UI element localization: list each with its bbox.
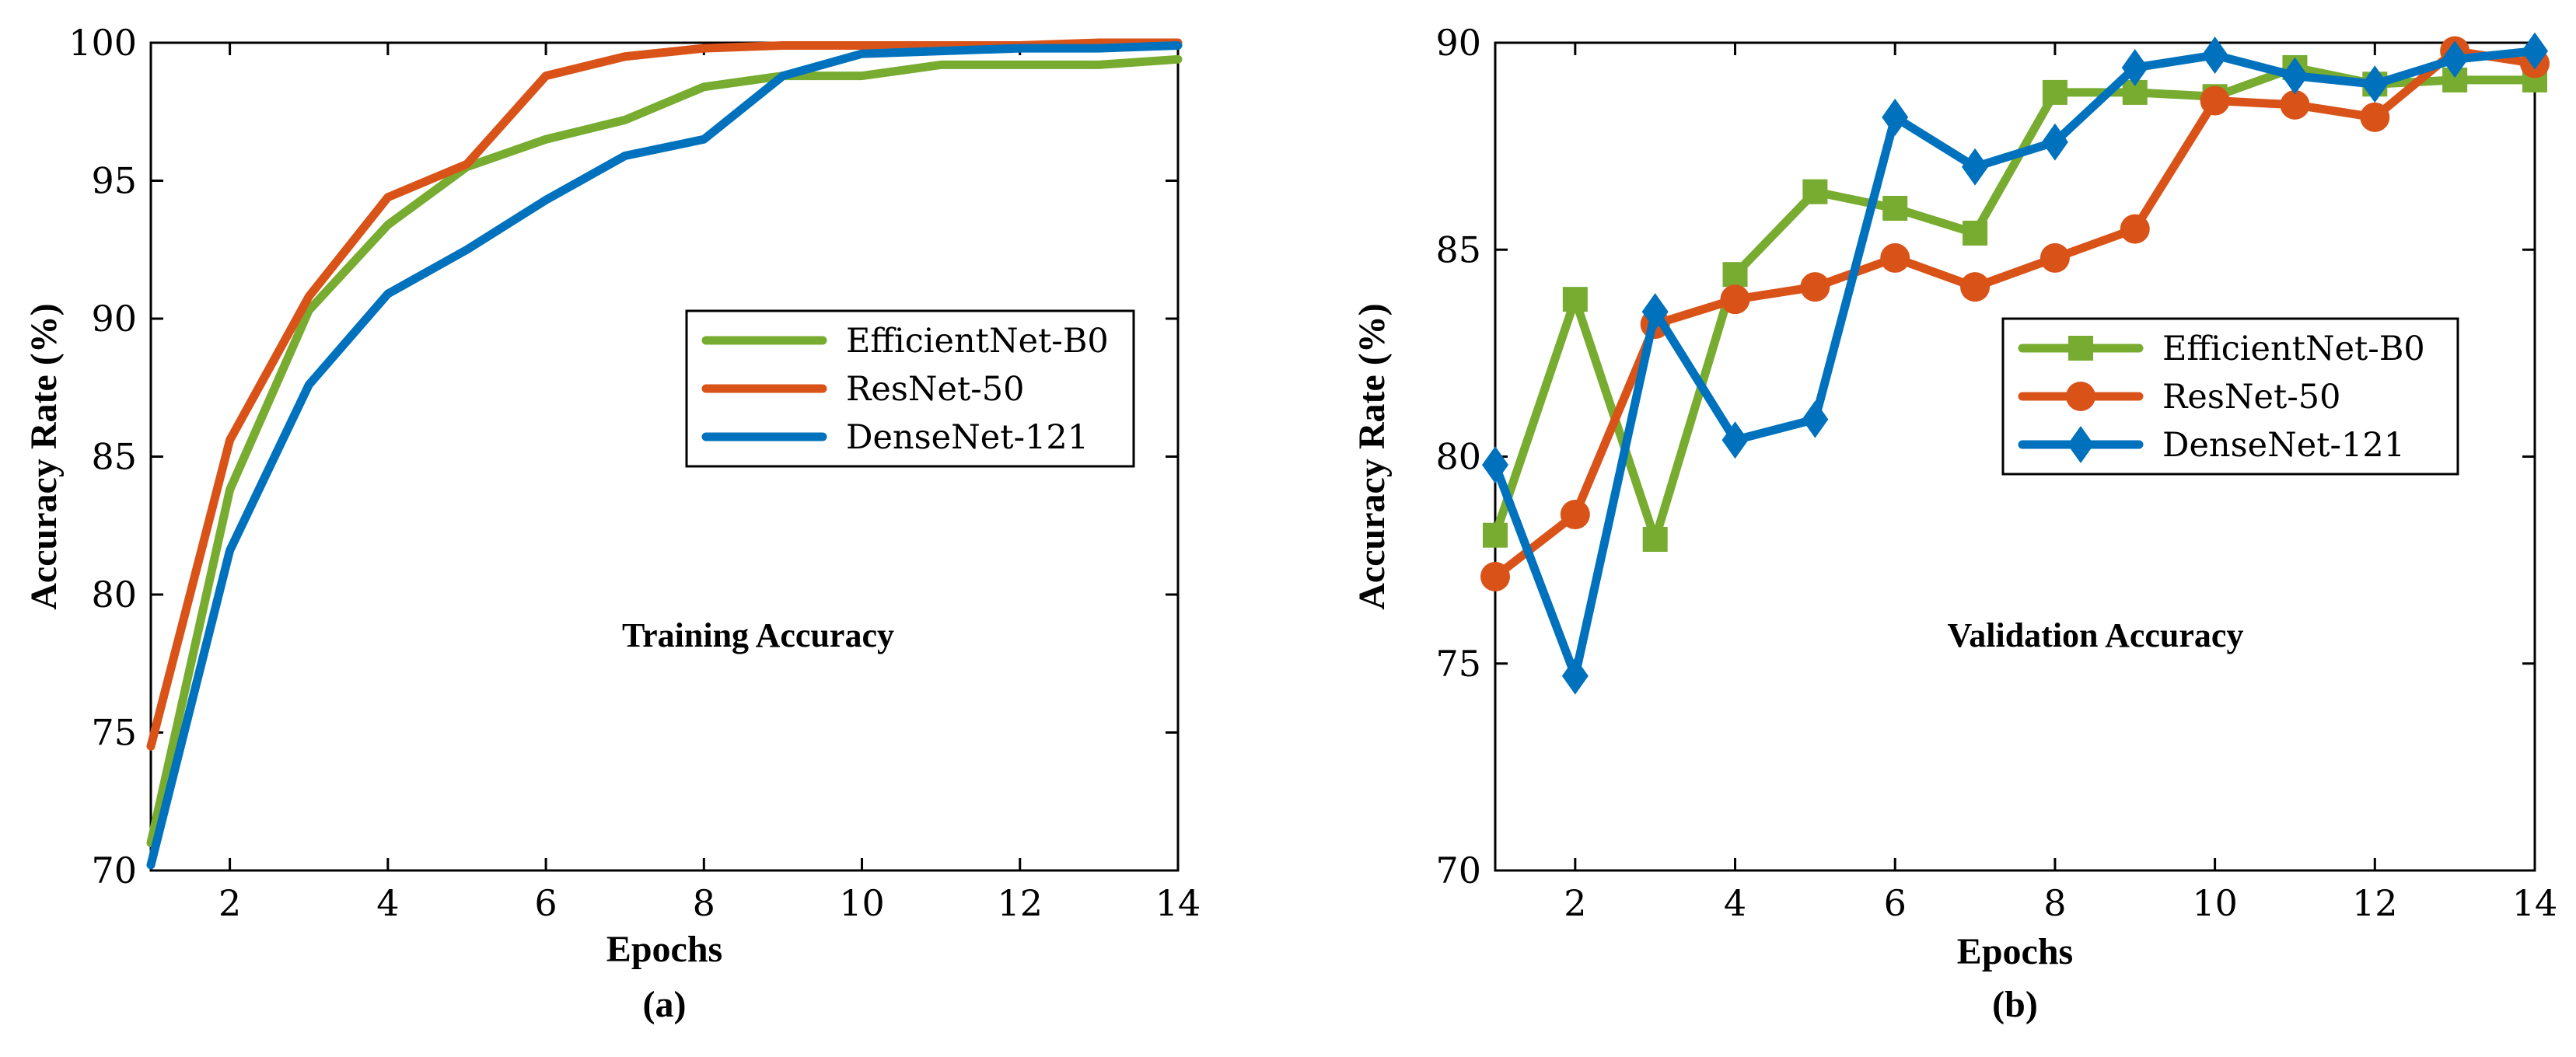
training-y-tick-label: 95 (91, 160, 137, 202)
validation-point-resnet-50 (2120, 214, 2150, 244)
training-x-tick-label: 6 (534, 882, 557, 924)
validation-legend-label-densenet-121: DenseNet-121 (2162, 426, 2405, 465)
validation-y-tick-label: 70 (1435, 849, 1481, 891)
validation-point-resnet-50 (1480, 561, 1510, 591)
training-y-tick-label: 70 (91, 849, 137, 891)
validation-point-densenet-121 (2281, 57, 2309, 95)
training-y-tick-label: 100 (68, 22, 137, 64)
validation-point-efficientnet-b0 (2042, 79, 2067, 105)
validation-point-densenet-121 (2121, 48, 2148, 86)
validation-point-densenet-121 (1482, 446, 1508, 484)
validation-point-resnet-50 (1880, 242, 1910, 273)
training-x-tick-label: 10 (839, 882, 885, 924)
validation-legend-label-efficientnet-b0: EfficientNet-B0 (2162, 330, 2425, 368)
validation-point-densenet-121 (1962, 148, 1989, 186)
training-y-tick-label: 90 (91, 298, 137, 340)
training-x-tick-label: 2 (218, 882, 241, 924)
training-x-tick-label: 14 (1155, 882, 1201, 924)
validation-y-axis-label: Accuracy Rate (%) (1351, 303, 1393, 610)
validation-point-resnet-50 (1960, 272, 1991, 302)
validation-series-densenet-121 (1482, 32, 2548, 695)
validation-point-densenet-121 (1561, 657, 1589, 695)
validation-x-axis-label: Epochs (1957, 931, 2073, 972)
validation-point-densenet-121 (2522, 32, 2548, 70)
validation-point-resnet-50 (1720, 284, 1750, 315)
validation-legend-label-resnet-50: ResNet-50 (2162, 378, 2341, 417)
validation-y-tick-label: 90 (1435, 22, 1481, 64)
training-series-densenet-121 (146, 41, 1183, 870)
training-y-tick-label: 80 (91, 574, 137, 616)
validation-legend: EfficientNet-B0 ResNet-50 DenseNet-121 (2001, 317, 2459, 476)
validation-x-tick-label: 2 (1564, 882, 1586, 924)
training-legend-label-resnet-50: ResNet-50 (846, 370, 1025, 409)
validation-point-resnet-50 (2280, 89, 2310, 120)
validation-point-densenet-121 (1882, 98, 1909, 136)
validation-point-densenet-121 (2201, 36, 2228, 74)
validation-accuracy-panel: 2 4 6 8 10 12 14 70 75 80 85 90 EfficientNet-B0 ResNe… (1351, 22, 2557, 1025)
training-x-axis-label: Epochs (606, 929, 722, 970)
training-panel-label: (a) (643, 984, 687, 1025)
validation-point-resnet-50 (1560, 500, 1590, 530)
training-legend-label-densenet-121: DenseNet-121 (846, 418, 1089, 457)
validation-x-tick-label: 10 (2192, 882, 2238, 924)
validation-point-resnet-50 (1800, 272, 1830, 302)
validation-x-tick-label: 6 (1884, 882, 1907, 924)
validation-x-tick-label: 12 (2352, 882, 2398, 924)
validation-point-efficientnet-b0 (1882, 196, 1908, 221)
validation-point-efficientnet-b0 (1483, 522, 1508, 548)
training-y-axis-label: Accuracy Rate (%) (23, 303, 65, 610)
validation-point-efficientnet-b0 (1562, 287, 1588, 312)
validation-legend-marker-efficientnet-b0 (2068, 336, 2093, 361)
validation-point-efficientnet-b0 (1802, 179, 1828, 204)
validation-y-tick-label: 80 (1435, 436, 1481, 478)
validation-point-efficientnet-b0 (1963, 220, 1988, 246)
training-x-tick-label: 12 (997, 882, 1043, 924)
validation-x-tick-label: 8 (2043, 882, 2066, 924)
validation-point-resnet-50 (2360, 102, 2390, 132)
training-line-efficientnet-b0 (146, 54, 1183, 847)
validation-chart-title: Validation Accuracy (1948, 616, 2244, 654)
validation-point-densenet-121 (2041, 123, 2068, 161)
validation-x-tick-label: 14 (2512, 882, 2558, 924)
validation-panel-label: (b) (1992, 984, 2038, 1025)
validation-y-tick-label: 85 (1435, 228, 1481, 270)
validation-point-densenet-121 (1641, 293, 1669, 331)
validation-legend-marker-resnet-50 (2066, 382, 2095, 411)
validation-legend-marker-densenet-121 (2067, 426, 2094, 463)
training-chart-title: Training Accuracy (622, 616, 894, 654)
training-x-tick-label: 8 (693, 882, 715, 924)
validation-point-densenet-121 (1802, 400, 1829, 438)
validation-point-resnet-50 (2200, 85, 2230, 116)
training-accuracy-panel: 2 4 6 8 10 12 14 70 75 80 85 90 95 100 EfficientNet-B0… (23, 22, 1201, 1025)
training-legend: EfficientNet-B0 ResNet-50 DenseNet-121 (685, 309, 1135, 468)
training-line-densenet-121 (146, 41, 1183, 870)
training-series-efficientnet-b0 (146, 54, 1183, 847)
validation-point-efficientnet-b0 (1722, 262, 1748, 288)
validation-y-tick-label: 75 (1435, 643, 1481, 685)
training-legend-label-efficientnet-b0: EfficientNet-B0 (846, 322, 1109, 361)
validation-line-densenet-121 (1491, 47, 2539, 681)
training-y-tick-label: 75 (91, 712, 137, 754)
validation-x-tick-label: 4 (1724, 882, 1746, 924)
validation-point-densenet-121 (1721, 421, 1749, 459)
validation-point-densenet-121 (2361, 65, 2389, 103)
training-y-tick-label: 85 (91, 436, 137, 478)
validation-point-efficientnet-b0 (1642, 527, 1668, 552)
validation-point-densenet-121 (2441, 40, 2469, 78)
validation-point-resnet-50 (2039, 242, 2070, 273)
training-x-tick-label: 4 (376, 882, 399, 924)
